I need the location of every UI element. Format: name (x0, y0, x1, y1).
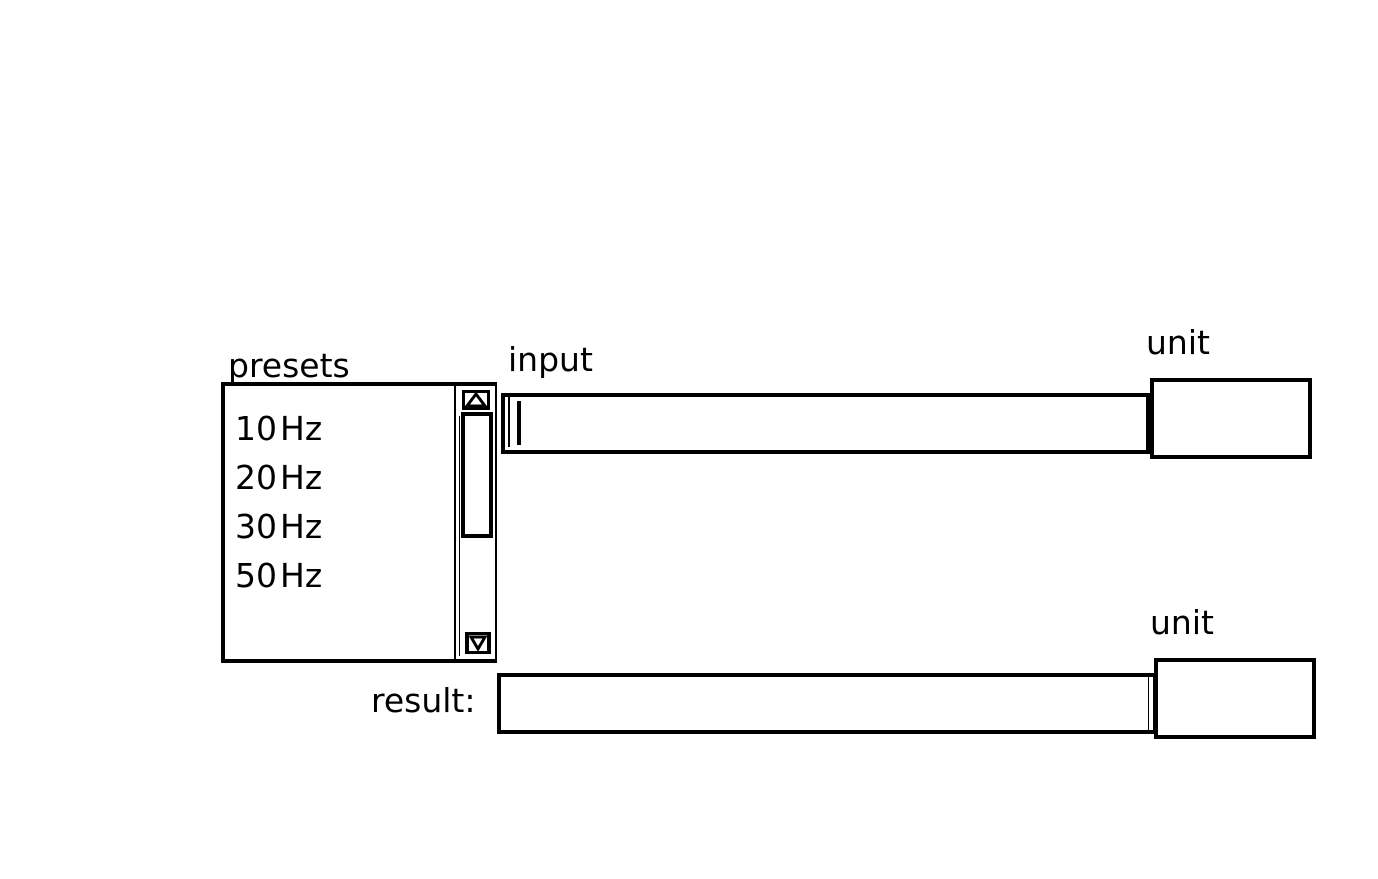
result-unit-select[interactable] (1154, 658, 1316, 739)
triangle-up-icon (465, 393, 487, 407)
scroll-down-face (469, 635, 487, 651)
preset-value: 10 (235, 409, 277, 448)
triangle-down-icon (469, 635, 487, 651)
input-unit-label: unit (1146, 323, 1210, 362)
result-unit-label: unit (1150, 603, 1214, 642)
preset-value: 50 (235, 556, 277, 595)
preset-unit: Hz (280, 507, 323, 546)
presets-listbox[interactable]: 10Hz 20Hz 30Hz 50Hz (221, 382, 497, 663)
preset-item[interactable]: 50Hz (235, 551, 322, 600)
presets-items: 10Hz 20Hz 30Hz 50Hz (235, 404, 322, 600)
scroll-down-button[interactable] (465, 632, 491, 654)
preset-unit: Hz (280, 556, 323, 595)
preset-value: 30 (235, 507, 277, 546)
input-label: input (508, 340, 593, 379)
scroll-up-button[interactable] (462, 390, 490, 410)
preset-item[interactable]: 10Hz (235, 404, 322, 453)
scrollbar-thumb[interactable] (461, 412, 493, 538)
input-unit-select[interactable] (1150, 378, 1312, 459)
result-label: result: (371, 681, 476, 720)
input-field-inner (508, 397, 1146, 447)
result-field (497, 673, 1157, 734)
scrollbar-track-line (459, 416, 460, 656)
preset-item[interactable]: 20Hz (235, 453, 322, 502)
preset-unit: Hz (280, 458, 323, 497)
presets-label: presets (228, 346, 350, 385)
input-field[interactable] (501, 393, 1150, 454)
preset-unit: Hz (280, 409, 323, 448)
text-caret (517, 401, 521, 445)
result-field-edge (1148, 677, 1149, 730)
presets-scrollbar[interactable] (454, 386, 495, 659)
preset-item[interactable]: 30Hz (235, 502, 322, 551)
preset-value: 20 (235, 458, 277, 497)
